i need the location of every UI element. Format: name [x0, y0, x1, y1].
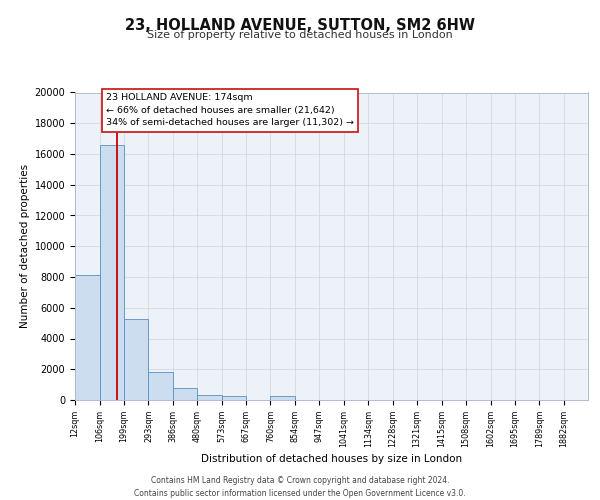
Bar [124, 318, 148, 400]
Bar [148, 372, 173, 400]
Text: Contains HM Land Registry data © Crown copyright and database right 2024.
Contai: Contains HM Land Registry data © Crown c… [134, 476, 466, 498]
Bar [173, 388, 197, 400]
Y-axis label: Number of detached properties: Number of detached properties [20, 164, 31, 328]
Bar [271, 396, 295, 400]
Text: Size of property relative to detached houses in London: Size of property relative to detached ho… [147, 30, 453, 40]
Bar [75, 276, 100, 400]
Text: 23 HOLLAND AVENUE: 174sqm
← 66% of detached houses are smaller (21,642)
34% of s: 23 HOLLAND AVENUE: 174sqm ← 66% of detac… [106, 94, 354, 128]
Bar [100, 145, 124, 400]
Bar [197, 394, 221, 400]
X-axis label: Distribution of detached houses by size in London: Distribution of detached houses by size … [201, 454, 462, 464]
Bar [221, 396, 246, 400]
Text: 23, HOLLAND AVENUE, SUTTON, SM2 6HW: 23, HOLLAND AVENUE, SUTTON, SM2 6HW [125, 18, 475, 32]
